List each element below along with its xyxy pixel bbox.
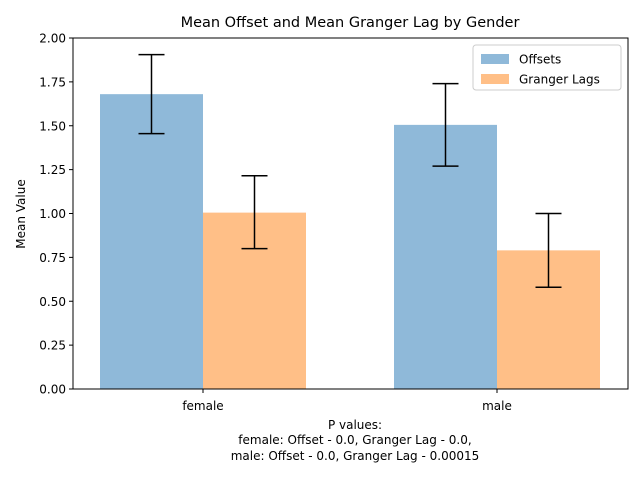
y-tick-label: 1.50 [39,119,66,133]
y-tick-label: 0.75 [39,251,66,265]
legend-label-offsets: Offsets [519,53,561,67]
error-bars-layer [138,53,562,288]
y-tick-label: 0.50 [39,295,66,309]
legend-box [472,44,622,91]
y-tick-label: 2.00 [39,32,66,46]
x-axis-label-line-male: male: Offset - 0.0, Granger Lag - 0.0001… [231,449,480,463]
x-axis-label: P values: [328,418,382,432]
error-bar-male-offsets [432,82,459,167]
error-bar-male-granger-lags [535,212,562,288]
y-tick-label: 1.75 [39,75,66,89]
legend: Offsets Granger Lags [472,44,622,91]
bar-female-offsets [100,94,203,389]
axes-layer: 0.00 0.25 0.50 0.75 1.00 1.25 1.50 1.75 2.00 fema… [39,32,629,413]
legend-label-granger-lags: Granger Lags [519,73,600,87]
error-bar-female-granger-lags [241,175,268,250]
y-tick-label: 1.25 [39,163,66,177]
bar-male-offsets [394,124,497,389]
x-tick-label-female: female [182,399,223,413]
y-tick-label: 0.25 [39,339,66,353]
legend-swatch-granger-lags [481,74,509,84]
legend-swatch-offsets [481,54,509,64]
y-tick-label: 1.00 [39,207,66,221]
x-axis-label-line-female: female: Offset - 0.0, Granger Lag - 0.0, [238,433,471,447]
y-tick-label: 0.00 [39,383,66,397]
error-bar-female-offsets [138,53,165,135]
y-axis-label: Mean Value [14,179,28,248]
chart-title: Mean Offset and Mean Granger Lag by Gend… [181,15,520,31]
x-tick-label-male: male [482,399,512,413]
